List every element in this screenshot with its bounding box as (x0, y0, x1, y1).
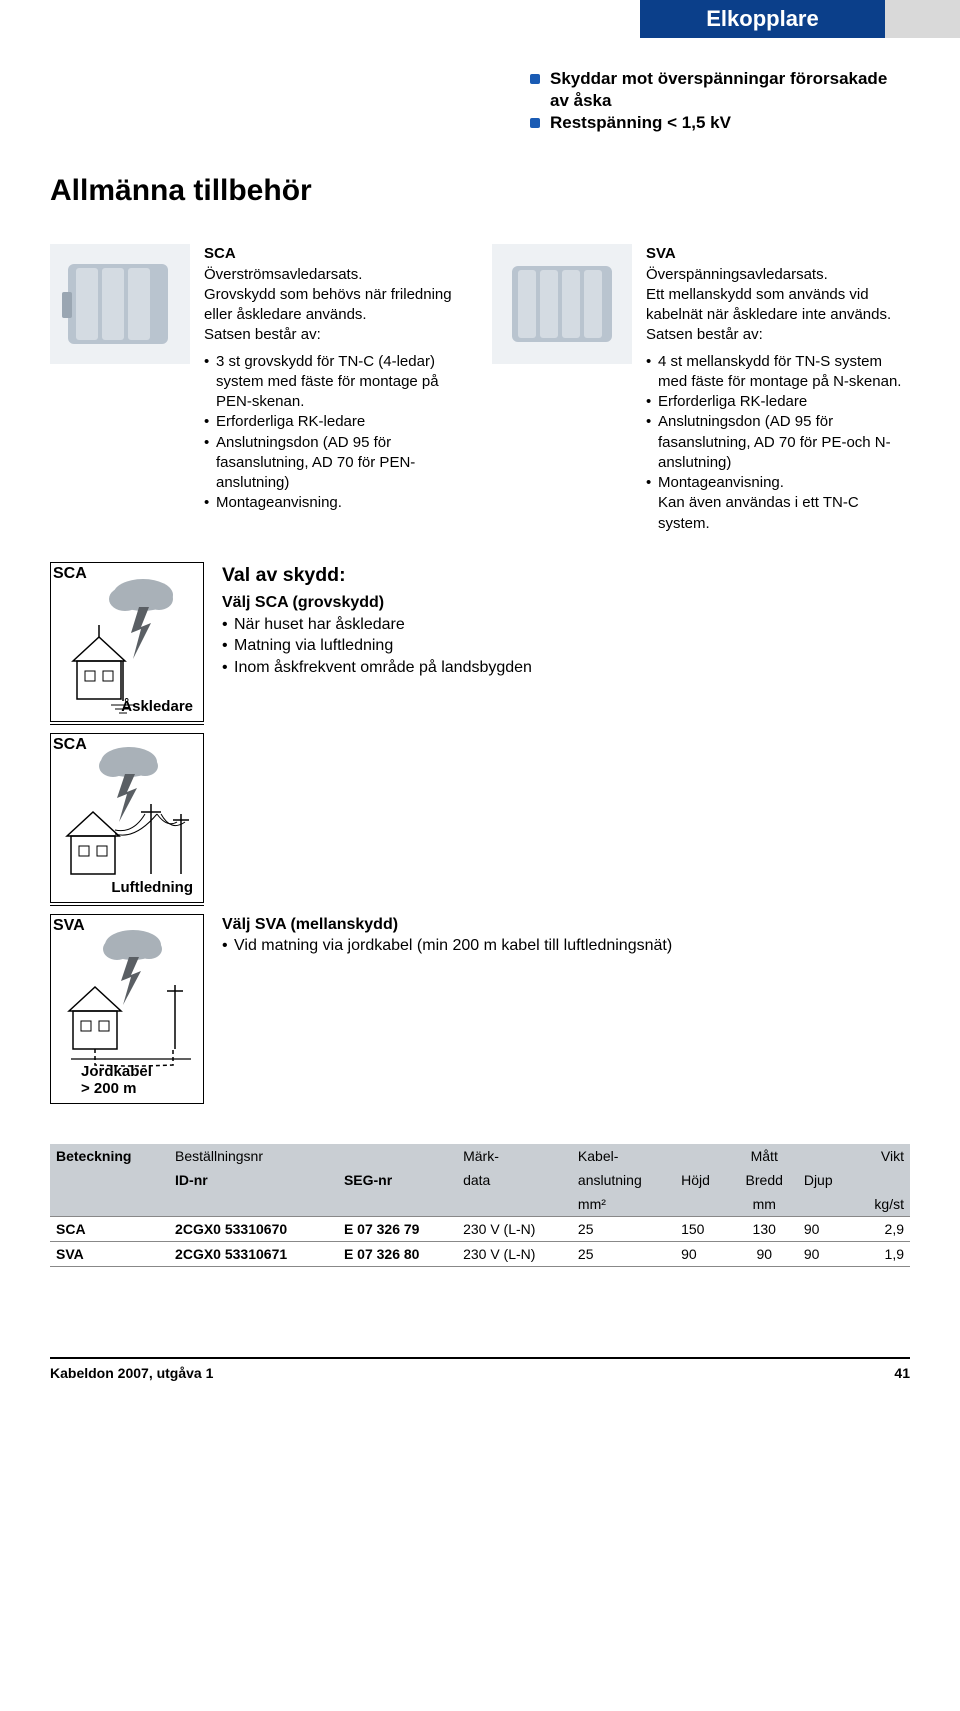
sca-sel-item: Inom åskfrekvent område på landsbygden (222, 657, 910, 679)
sca-sel-title: Välj SCA (grovskydd) (222, 592, 910, 614)
sca-sel-item: Matning via luftledning (222, 635, 910, 657)
footer-left: Kabeldon 2007, utgåva 1 (50, 1365, 213, 1381)
th-markdata2: data (457, 1168, 572, 1192)
table-row: SVA 2CGX0 53310671 E 07 326 80 230 V (L-… (50, 1241, 910, 1266)
sca-bullet: Anslutningsdon (AD 95 för fasanslutning,… (204, 433, 468, 494)
sva-bullet: Erforderliga RK-ledare (646, 392, 910, 412)
sva-bullet: 4 st mellanskydd för TN-S system med fäs… (646, 352, 910, 393)
section-heading: Allmänna tillbehör (50, 174, 910, 208)
sva-sel-title: Välj SVA (mellanskydd) (222, 914, 910, 936)
selection-sva-jordkabel: SVA Jordkabel> 200 m (50, 914, 910, 1104)
sva-subtitle: Överspänningsavledarsats. (646, 265, 910, 285)
sva-desc1: Ett mellanskydd som används vid kabelnät… (646, 285, 910, 326)
sca-desc2: Satsen består av: (204, 325, 468, 345)
feature-1: Skyddar mot överspänningar förorsakade a… (550, 68, 910, 112)
product-sva: SVA Överspänningsavledarsats. Ett mellan… (492, 244, 910, 534)
box-caption: Luftledning (111, 879, 193, 896)
sva-bullet: Montageanvisning. (646, 473, 910, 493)
th-vikt-unit: kg/st (853, 1192, 910, 1217)
sca-title: SCA (204, 244, 468, 264)
spec-table: Beteckning Beställningsnr Märk- Kabel- M… (50, 1144, 910, 1267)
box-label: SCA (53, 565, 87, 583)
page-category: Elkopplare (640, 0, 885, 38)
sca-bullet: 3 st grovskydd för TN-C (4-ledar) system… (204, 352, 468, 413)
th-matt: Mått (731, 1144, 798, 1168)
selection-sca-askledare: SCA Åskledare (50, 562, 910, 722)
box-caption: Jordkabel> 200 m (81, 1063, 152, 1097)
sca-product-image (50, 244, 190, 364)
sva-sel-list: Vid matning via jordkabel (min 200 m kab… (222, 935, 910, 957)
sva-desc2: Satsen består av: (646, 325, 910, 345)
table-row: SCA 2CGX0 53310670 E 07 326 79 230 V (L-… (50, 1216, 910, 1241)
th-segnr: SEG-nr (338, 1168, 457, 1192)
product-row: SCA Överströmsavledarsats. Grovskydd som… (50, 244, 910, 534)
footer-pagenum: 41 (894, 1365, 910, 1381)
th-bredd: Bredd (731, 1168, 798, 1192)
th-kabel: Kabel- (572, 1144, 675, 1168)
th-hojd: Höjd (675, 1168, 731, 1192)
sva-bullet-list: 4 st mellanskydd för TN-S system med fäs… (646, 352, 910, 534)
feature-2: Restspänning < 1,5 kV (550, 112, 731, 134)
sca-bullet-list: 3 st grovskydd för TN-C (4-ledar) system… (204, 352, 468, 514)
box-label: SVA (53, 917, 85, 935)
header-tab: Elkopplare (640, 0, 960, 38)
th-djup: Djup (798, 1168, 854, 1192)
box-label: SCA (53, 736, 87, 754)
selection-sca-luftledning: SCA Luftl (50, 733, 910, 903)
spec-table-block: Beteckning Beställningsnr Märk- Kabel- M… (50, 1144, 910, 1267)
th-matt-unit: mm (731, 1192, 798, 1217)
sca-bullet: Erforderliga RK-ledare (204, 412, 468, 432)
th-bestnr: Beställningsnr (169, 1144, 338, 1168)
sca-sel-item: När huset har åskledare (222, 614, 910, 636)
sva-note: Kan även användas i ett TN-C system. (646, 493, 910, 534)
th-vikt: Vikt (853, 1144, 910, 1168)
th-kabel-unit: mm² (572, 1192, 675, 1217)
th-kabel2: anslutning (572, 1168, 675, 1192)
product-sca: SCA Överströmsavledarsats. Grovskydd som… (50, 244, 468, 534)
page-footer: Kabeldon 2007, utgåva 1 41 (50, 1357, 910, 1401)
feature-bullets: Skyddar mot överspänningar förorsakade a… (530, 68, 910, 134)
sca-sel-list: När huset har åskledare Matning via luft… (222, 614, 910, 679)
box-caption: Åskledare (121, 698, 193, 715)
th-idnr: ID-nr (169, 1168, 338, 1192)
sca-bullet: Montageanvisning. (204, 493, 468, 513)
sca-desc1: Grovskydd som behövs när friledning elle… (204, 285, 468, 326)
sva-bullet: Anslutningsdon (AD 95 för fasanslutning,… (646, 412, 910, 473)
th-markdata: Märk- (457, 1144, 572, 1168)
tab-spacer (885, 0, 960, 38)
box-divider (50, 905, 204, 906)
sva-title: SVA (646, 244, 910, 264)
box-divider (50, 724, 204, 725)
sva-sel-item: Vid matning via jordkabel (min 200 m kab… (222, 935, 910, 957)
sca-subtitle: Överströmsavledarsats. (204, 265, 468, 285)
val-heading: Val av skydd: (222, 562, 910, 588)
th-beteckning: Beteckning (50, 1144, 169, 1168)
sva-product-image (492, 244, 632, 364)
